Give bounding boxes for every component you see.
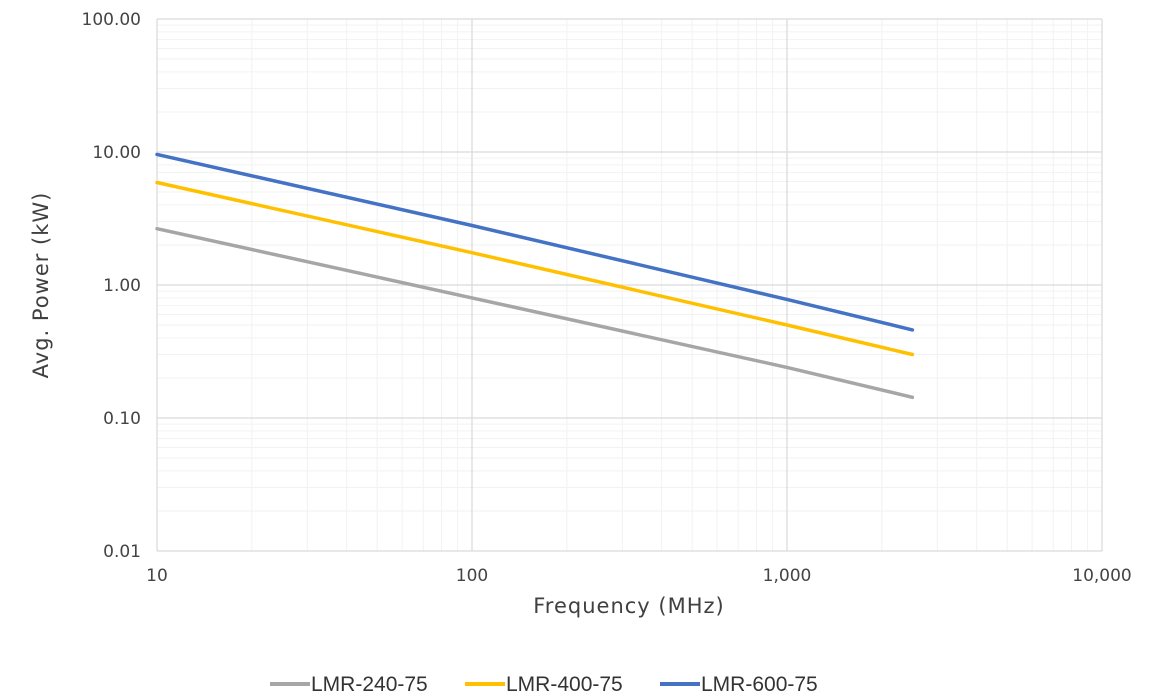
- major-gridlines: [156, 18, 1103, 552]
- y-axis-title: Avg. Power (kW): [29, 192, 53, 379]
- legend: LMR-240-75 LMR-400-75 LMR-600-75: [270, 673, 818, 696]
- y-axis-tick-labels: 100.00 10.00 1.00 0.10 0.01: [82, 10, 141, 562]
- x-tick-label: 10: [146, 566, 168, 586]
- y-tick-label: 0.10: [103, 409, 141, 429]
- y-tick-label: 100.00: [82, 10, 141, 30]
- series-line-lmr-240-75: [155, 226, 915, 400]
- series-line-lmr-400-75: [155, 180, 915, 357]
- y-tick-label: 10.00: [92, 143, 141, 163]
- series-line-lmr-600-75: [155, 152, 915, 332]
- legend-label-lmr-240-75: LMR-240-75: [311, 673, 428, 696]
- x-tick-label: 100: [456, 566, 488, 586]
- x-axis-tick-labels: 10 100 1,000 10,000: [146, 566, 1132, 586]
- x-tick-label: 10,000: [1072, 566, 1131, 586]
- legend-label-lmr-600-75: LMR-600-75: [701, 673, 818, 696]
- x-axis-title: Frequency (MHz): [533, 594, 724, 618]
- x-tick-label: 1,000: [763, 566, 812, 586]
- legend-label-lmr-400-75: LMR-400-75: [506, 673, 623, 696]
- y-tick-label: 1.00: [103, 276, 141, 296]
- y-tick-label: 0.01: [103, 542, 141, 562]
- series-lines: [155, 152, 915, 400]
